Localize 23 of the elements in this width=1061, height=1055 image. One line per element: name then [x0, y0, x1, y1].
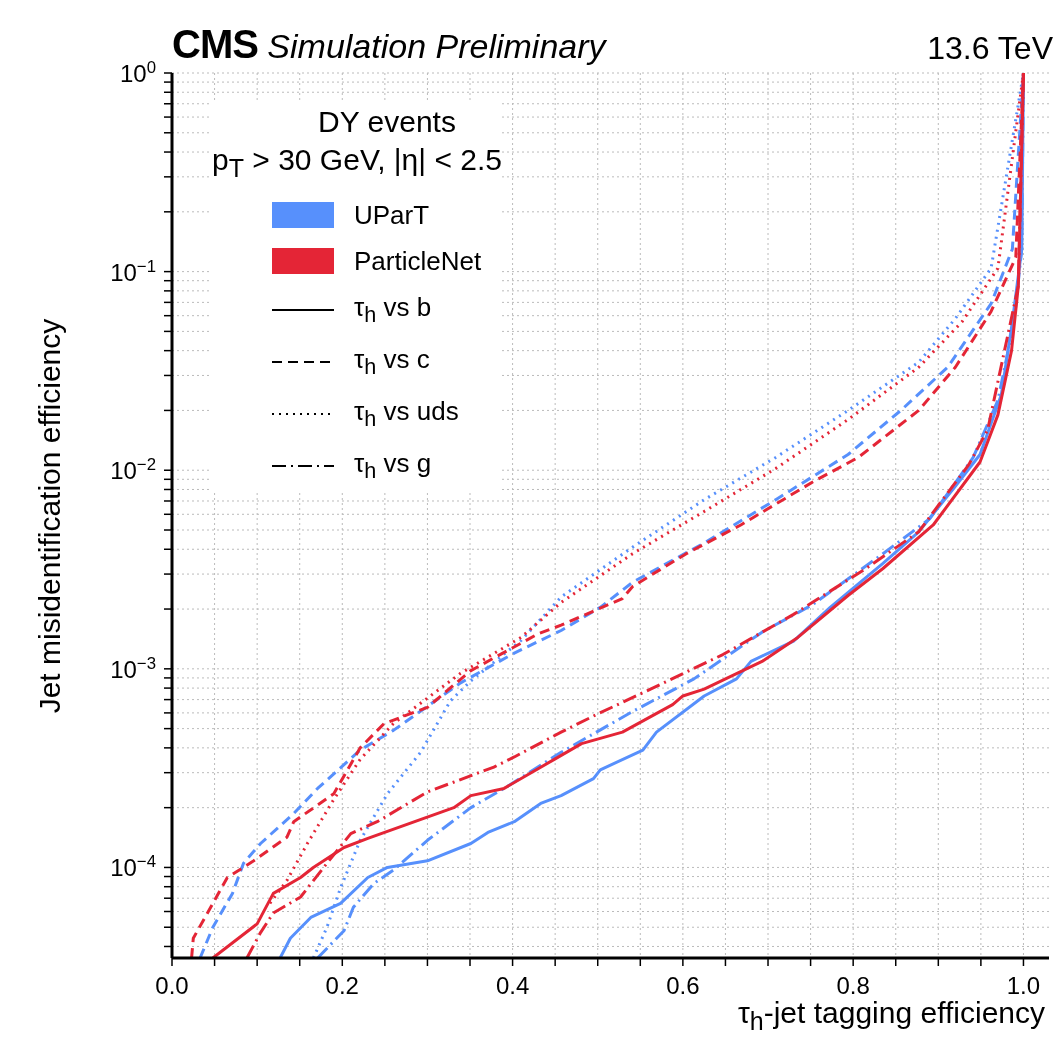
annotation: τ$_{h}$ vs g	[354, 448, 432, 484]
y-tick-label: 10$^{−3}$	[110, 653, 156, 683]
legend-label: UParT	[354, 198, 430, 231]
x-tick-label: 0.6	[666, 972, 700, 999]
y-tick-label: 10$^{−4}$	[110, 851, 156, 882]
annotation: τ$_{h}$ vs c	[354, 344, 430, 380]
y-tick-label: 10$^{−1}$	[110, 256, 156, 286]
annotation: τ$_{h}$ vs uds	[354, 396, 459, 432]
y-axis-title: Jet misidentification efficiency	[33, 318, 66, 713]
annotation: p$_{T}$ > 30 GeV, |η| < 2.5	[212, 142, 502, 182]
x-tick-label: 0.8	[836, 972, 870, 999]
y-tick-label: 10$^{−2}$	[110, 454, 156, 485]
legend-label: ParticleNet	[354, 244, 482, 277]
x-tick-label: 0.2	[325, 972, 359, 999]
x-tick-label: 0.0	[155, 972, 189, 999]
x-tick-label: 0.4	[495, 972, 530, 999]
chart-title: CMS Simulation Preliminary	[172, 22, 606, 66]
x-axis-title: τ$_{h}$-jet tagging efficiency	[737, 996, 1045, 1035]
annotation: τ$_{h}$ vs b	[354, 292, 432, 328]
y-tick-label: 10$^{0}$	[119, 57, 156, 87]
annotation: DY events	[318, 105, 456, 138]
text: 13.6 TeV	[927, 30, 1053, 66]
x-tick-label: 1.0	[1006, 972, 1041, 999]
